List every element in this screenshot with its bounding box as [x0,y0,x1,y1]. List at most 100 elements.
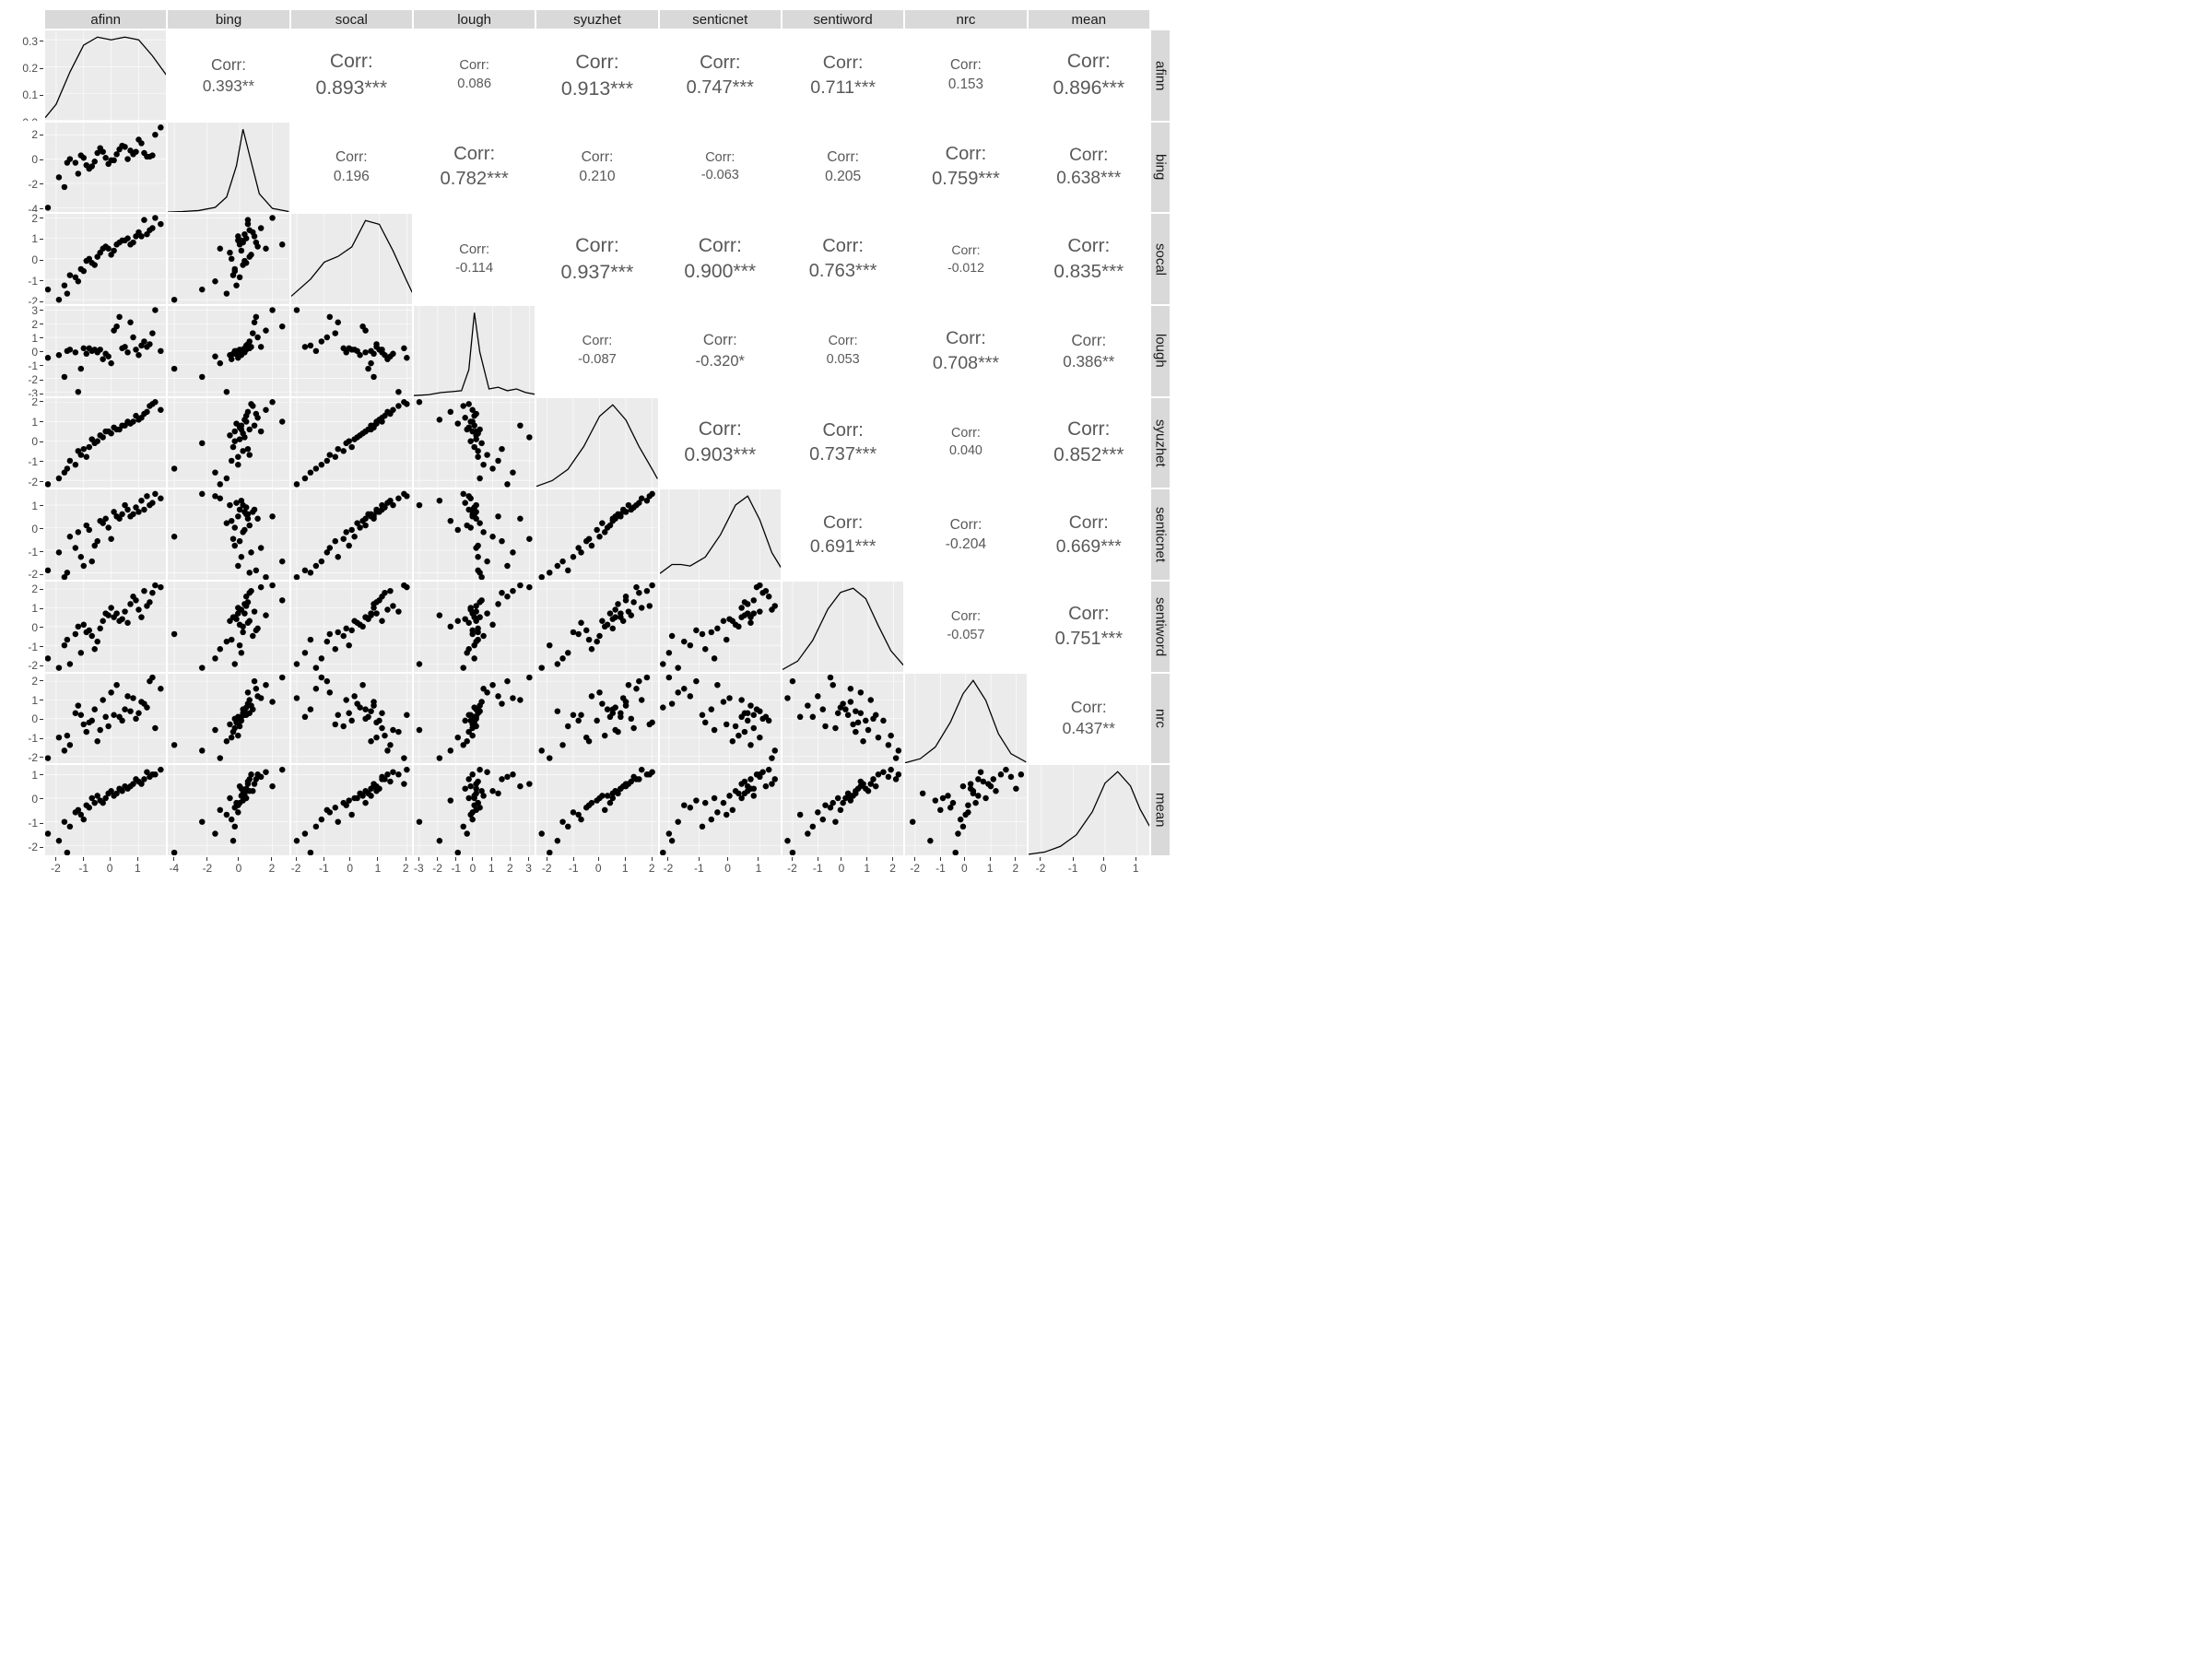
x-axis-mean: -2-101 [1028,856,1150,880]
panel-lough-lough [413,305,535,397]
panel-lough-nrc: Corr:0.708*** [904,305,1027,397]
panel-afinn-nrc: Corr:0.153 [904,29,1027,122]
panel-senticnet-mean: Corr:0.669*** [1028,488,1150,581]
panel-lough-sentiword: Corr:0.053 [782,305,904,397]
y-axis-mean: -2-101 [9,764,44,856]
panel-lough-bing [167,305,289,397]
strip-top-syuzhet: syuzhet [535,9,658,29]
panel-nrc-afinn [44,673,167,765]
x-axis-sentiword: -2-1012 [782,856,904,880]
panel-mean-mean [1028,764,1150,856]
panel-socal-syuzhet: Corr:0.937*** [535,213,658,305]
panel-sentiword-lough [413,581,535,673]
panel-senticnet-afinn [44,488,167,581]
panel-senticnet-syuzhet [535,488,658,581]
panel-bing-mean: Corr:0.638*** [1028,122,1150,214]
panel-afinn-mean: Corr:0.896*** [1028,29,1150,122]
strip-right-nrc: nrc [1150,673,1171,765]
panel-syuzhet-senticnet: Corr:0.903*** [659,397,782,489]
y-axis-nrc: -2-1012 [9,673,44,765]
panel-senticnet-sentiword: Corr:0.691*** [782,488,904,581]
panel-socal-mean: Corr:0.835*** [1028,213,1150,305]
panel-afinn-senticnet: Corr:0.747*** [659,29,782,122]
panel-lough-syuzhet: Corr:-0.087 [535,305,658,397]
x-axis-nrc: -2-1012 [904,856,1027,880]
panel-senticnet-bing [167,488,289,581]
strip-right-syuzhet: syuzhet [1150,397,1171,489]
panel-mean-nrc [904,764,1027,856]
panel-afinn-sentiword: Corr:0.711*** [782,29,904,122]
panel-sentiword-mean: Corr:0.751*** [1028,581,1150,673]
panel-nrc-bing [167,673,289,765]
panel-lough-afinn [44,305,167,397]
panel-mean-socal [290,764,413,856]
panel-syuzhet-bing [167,397,289,489]
y-axis-senticnet: -2-101 [9,488,44,581]
panel-syuzhet-mean: Corr:0.852*** [1028,397,1150,489]
panel-socal-sentiword: Corr:0.763*** [782,213,904,305]
panel-nrc-syuzhet [535,673,658,765]
panel-bing-bing [167,122,289,214]
panel-socal-socal [290,213,413,305]
strip-right-bing: bing [1150,122,1171,214]
panel-afinn-bing: Corr:0.393** [167,29,289,122]
strip-top-socal: socal [290,9,413,29]
x-axis-afinn: -2-101 [44,856,167,880]
panel-bing-socal: Corr:0.196 [290,122,413,214]
panel-sentiword-socal [290,581,413,673]
panel-bing-afinn [44,122,167,214]
panel-senticnet-socal [290,488,413,581]
panel-mean-lough [413,764,535,856]
panel-mean-sentiword [782,764,904,856]
strip-top-afinn: afinn [44,9,167,29]
panel-bing-lough: Corr:0.782*** [413,122,535,214]
panel-senticnet-senticnet [659,488,782,581]
panel-bing-nrc: Corr:0.759*** [904,122,1027,214]
y-axis-lough: -3-2-10123 [9,305,44,397]
panel-socal-lough: Corr:-0.114 [413,213,535,305]
panel-sentiword-syuzhet [535,581,658,673]
panel-bing-syuzhet: Corr:0.210 [535,122,658,214]
panel-sentiword-afinn [44,581,167,673]
y-axis-afinn: 0.00.10.20.3 [9,29,44,122]
panel-mean-bing [167,764,289,856]
panel-nrc-mean: Corr:0.437** [1028,673,1150,765]
panel-syuzhet-syuzhet [535,397,658,489]
panel-sentiword-sentiword [782,581,904,673]
panel-bing-senticnet: Corr:-0.063 [659,122,782,214]
strip-right-senticnet: senticnet [1150,488,1171,581]
strip-right-socal: socal [1150,213,1171,305]
y-axis-sentiword: -2-1012 [9,581,44,673]
panel-mean-senticnet [659,764,782,856]
panel-socal-nrc: Corr:-0.012 [904,213,1027,305]
strip-right-sentiword: sentiword [1150,581,1171,673]
panel-syuzhet-lough [413,397,535,489]
panel-nrc-nrc [904,673,1027,765]
panel-lough-socal [290,305,413,397]
panel-sentiword-bing [167,581,289,673]
panel-socal-afinn [44,213,167,305]
strip-right-afinn: afinn [1150,29,1171,122]
x-axis-syuzhet: -2-1012 [535,856,658,880]
strip-top-nrc: nrc [904,9,1027,29]
panel-syuzhet-nrc: Corr:0.040 [904,397,1027,489]
panel-sentiword-senticnet [659,581,782,673]
x-axis-socal: -2-1012 [290,856,413,880]
panel-afinn-syuzhet: Corr:0.913*** [535,29,658,122]
strip-top-senticnet: senticnet [659,9,782,29]
y-axis-syuzhet: -2-1012 [9,397,44,489]
panel-afinn-lough: Corr:0.086 [413,29,535,122]
panel-mean-afinn [44,764,167,856]
panel-afinn-socal: Corr:0.893*** [290,29,413,122]
strip-right-lough: lough [1150,305,1171,397]
panel-nrc-lough [413,673,535,765]
panel-lough-senticnet: Corr:-0.320* [659,305,782,397]
panel-bing-sentiword: Corr:0.205 [782,122,904,214]
x-axis-senticnet: -2-101 [659,856,782,880]
panel-syuzhet-afinn [44,397,167,489]
panel-mean-syuzhet [535,764,658,856]
pairs-plot-matrix: afinnbingsocalloughsyuzhetsenticnetsenti… [9,9,1171,880]
panel-nrc-sentiword [782,673,904,765]
panel-nrc-socal [290,673,413,765]
panel-syuzhet-socal [290,397,413,489]
